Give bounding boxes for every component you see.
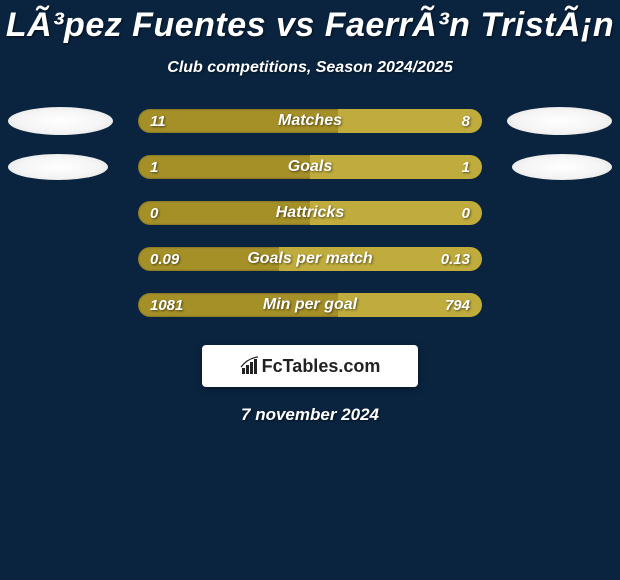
- stat-label: Matches: [138, 109, 482, 133]
- logo-box: FcTables.com: [202, 345, 418, 387]
- player-left-icon: [8, 154, 108, 180]
- stat-bar: 1081794Min per goal: [138, 293, 482, 317]
- stat-bar: 11Goals: [138, 155, 482, 179]
- stat-label: Hattricks: [138, 201, 482, 225]
- stat-row: 118Matches: [0, 109, 620, 133]
- stat-label: Goals per match: [138, 247, 482, 271]
- page-title: LÃ³pez Fuentes vs FaerrÃ³n TristÃ¡n: [0, 0, 620, 45]
- player-right-icon: [507, 107, 612, 135]
- stats-container: 118Matches 11Goals 00Hattricks 0.090.13Goal…: [0, 109, 620, 317]
- stat-bar: 00Hattricks: [138, 201, 482, 225]
- stat-row: 1081794Min per goal: [0, 293, 620, 317]
- stat-bar: 0.090.13Goals per match: [138, 247, 482, 271]
- stat-row: 00Hattricks: [0, 201, 620, 225]
- subtitle: Club competitions, Season 2024/2025: [0, 45, 620, 77]
- player-left-icon: [8, 107, 113, 135]
- stat-bar: 118Matches: [138, 109, 482, 133]
- stat-row: 0.090.13Goals per match: [0, 247, 620, 271]
- stat-label: Goals: [138, 155, 482, 179]
- logo-text: FcTables.com: [262, 356, 381, 377]
- bar-chart-icon: [240, 356, 260, 376]
- player-right-icon: [512, 154, 612, 180]
- stat-label: Min per goal: [138, 293, 482, 317]
- stat-row: 11Goals: [0, 155, 620, 179]
- date-text: 7 november 2024: [0, 405, 620, 425]
